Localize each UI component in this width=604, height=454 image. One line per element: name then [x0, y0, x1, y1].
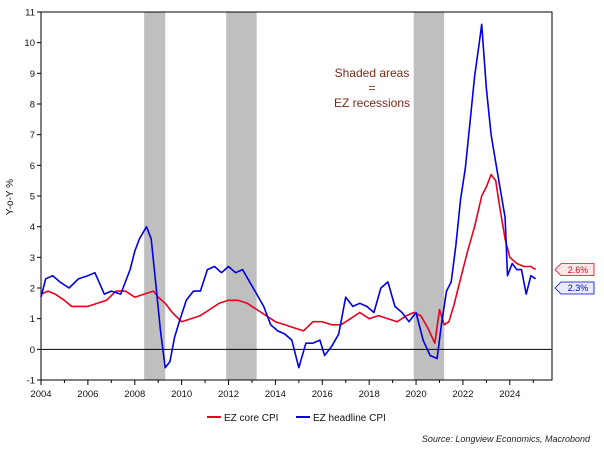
recession-band-1	[144, 12, 166, 380]
y-tick-label: 7	[30, 130, 35, 141]
core-end-label: 2.6%	[554, 263, 595, 277]
y-tick-label: 4	[30, 222, 35, 233]
x-tick-label: 2004	[30, 389, 51, 400]
legend-core-label: EZ core CPI	[224, 413, 278, 424]
y-tick-label: 2	[30, 284, 35, 295]
headline-end-label-box	[554, 281, 595, 295]
recession-band-3	[413, 12, 445, 380]
x-tick-label: 2008	[124, 389, 145, 400]
y-tick-label: 1	[30, 314, 35, 325]
x-tick-label: 2014	[265, 389, 286, 400]
y-axis-title: Y-o-Y %	[5, 179, 16, 215]
y-tick-label: 0	[30, 345, 35, 356]
axes: -1 0 1 2 3 4 5 6 7 8 9 10 11 2004 2006 2008 2010 2012 2014…	[24, 8, 553, 400]
recession-band-2	[226, 12, 257, 380]
x-tick-label: 2018	[359, 389, 380, 400]
source-note: Source: Longview Economics, Macrobond	[422, 434, 591, 444]
core-end-label-box	[554, 263, 595, 277]
legend: EZ core CPI EZ headline CPI	[207, 413, 386, 424]
y-tick-label: -1	[27, 376, 35, 387]
y-tick-label: 8	[30, 100, 35, 111]
y-tick-label: 10	[24, 38, 35, 49]
recession-bands	[144, 12, 445, 380]
y-tick-label: 5	[30, 192, 35, 203]
x-tick-label: 2012	[218, 389, 239, 400]
x-tick-label: 2010	[171, 389, 192, 400]
end-labels: 2.6% 2.3%	[554, 263, 595, 295]
annotation-line-1: Shaded areas	[335, 66, 410, 80]
x-tick-label: 2006	[77, 389, 98, 400]
legend-headline-label: EZ headline CPI	[313, 413, 386, 424]
headline-end-label-text: 2.3%	[568, 283, 589, 293]
recession-annotation: Shaded areas = EZ recessions	[334, 66, 410, 110]
y-tick-label: 11	[25, 8, 35, 19]
x-tick-label: 2020	[405, 389, 426, 400]
series-lines	[40, 23, 537, 369]
y-tick-label: 6	[30, 161, 35, 172]
headline-cpi-line	[40, 23, 537, 369]
annotation-line-2: =	[368, 81, 375, 95]
core-cpi-line	[40, 173, 537, 345]
y-tick-label: 9	[30, 69, 35, 80]
annotation-line-3: EZ recessions	[334, 96, 410, 110]
x-tick-label: 2016	[312, 389, 333, 400]
headline-end-label: 2.3%	[554, 281, 595, 295]
core-end-label-text: 2.6%	[568, 265, 589, 275]
y-tick-label: 3	[30, 253, 35, 264]
x-tick-label: 2022	[452, 389, 473, 400]
x-tick-label: 2024	[499, 389, 520, 400]
